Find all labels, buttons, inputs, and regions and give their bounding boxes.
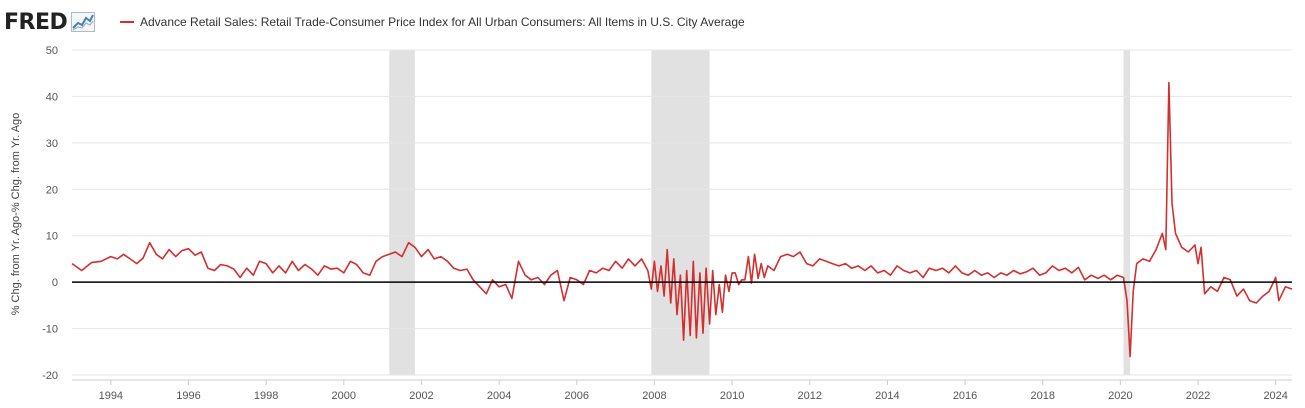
x-tick-label: 2004 (487, 390, 511, 402)
y-tick-label: -10 (42, 324, 58, 336)
fred-logo[interactable]: FRED (4, 6, 96, 38)
chart-legend: Advance Retail Sales: Retail Trade-Consu… (120, 15, 745, 29)
recession-band (389, 50, 415, 375)
x-tick-label: 2018 (1030, 390, 1054, 402)
legend-swatch (120, 21, 134, 23)
x-tick-label: 1996 (176, 390, 200, 402)
x-tick-label: 2012 (798, 390, 822, 402)
x-tick-label: 1994 (99, 390, 123, 402)
x-tick-label: 2008 (642, 390, 666, 402)
x-tick-label: 2024 (1263, 390, 1287, 402)
x-tick-label: 2014 (875, 390, 899, 402)
y-tick-label: -20 (42, 370, 58, 382)
recession-band (1123, 50, 1131, 375)
y-tick-label: 40 (46, 91, 58, 103)
x-tick-label: 2010 (720, 390, 744, 402)
x-tick-label: 1998 (254, 390, 278, 402)
x-tick-label: 2002 (409, 390, 433, 402)
legend-series-label: Advance Retail Sales: Retail Trade-Consu… (140, 15, 745, 29)
chart-header: FRED Advance Retail Sales: Retail Trade-… (0, 0, 1305, 44)
y-tick-label: 30 (46, 138, 58, 150)
trend-line-icon (71, 12, 96, 32)
fred-logo-text: FRED (4, 9, 68, 35)
y-tick-label: 50 (46, 45, 58, 57)
x-tick-label: 2022 (1186, 390, 1210, 402)
series-line (71, 81, 1293, 358)
y-tick-label: 10 (46, 231, 58, 243)
x-tick-label: 2016 (953, 390, 977, 402)
y-tick-label: 0 (52, 277, 58, 289)
x-tick-label: 2020 (1108, 390, 1132, 402)
x-tick-label: 2000 (332, 390, 356, 402)
y-tick-label: 20 (46, 184, 58, 196)
x-tick-label: 2006 (565, 390, 589, 402)
recession-band (651, 50, 710, 375)
